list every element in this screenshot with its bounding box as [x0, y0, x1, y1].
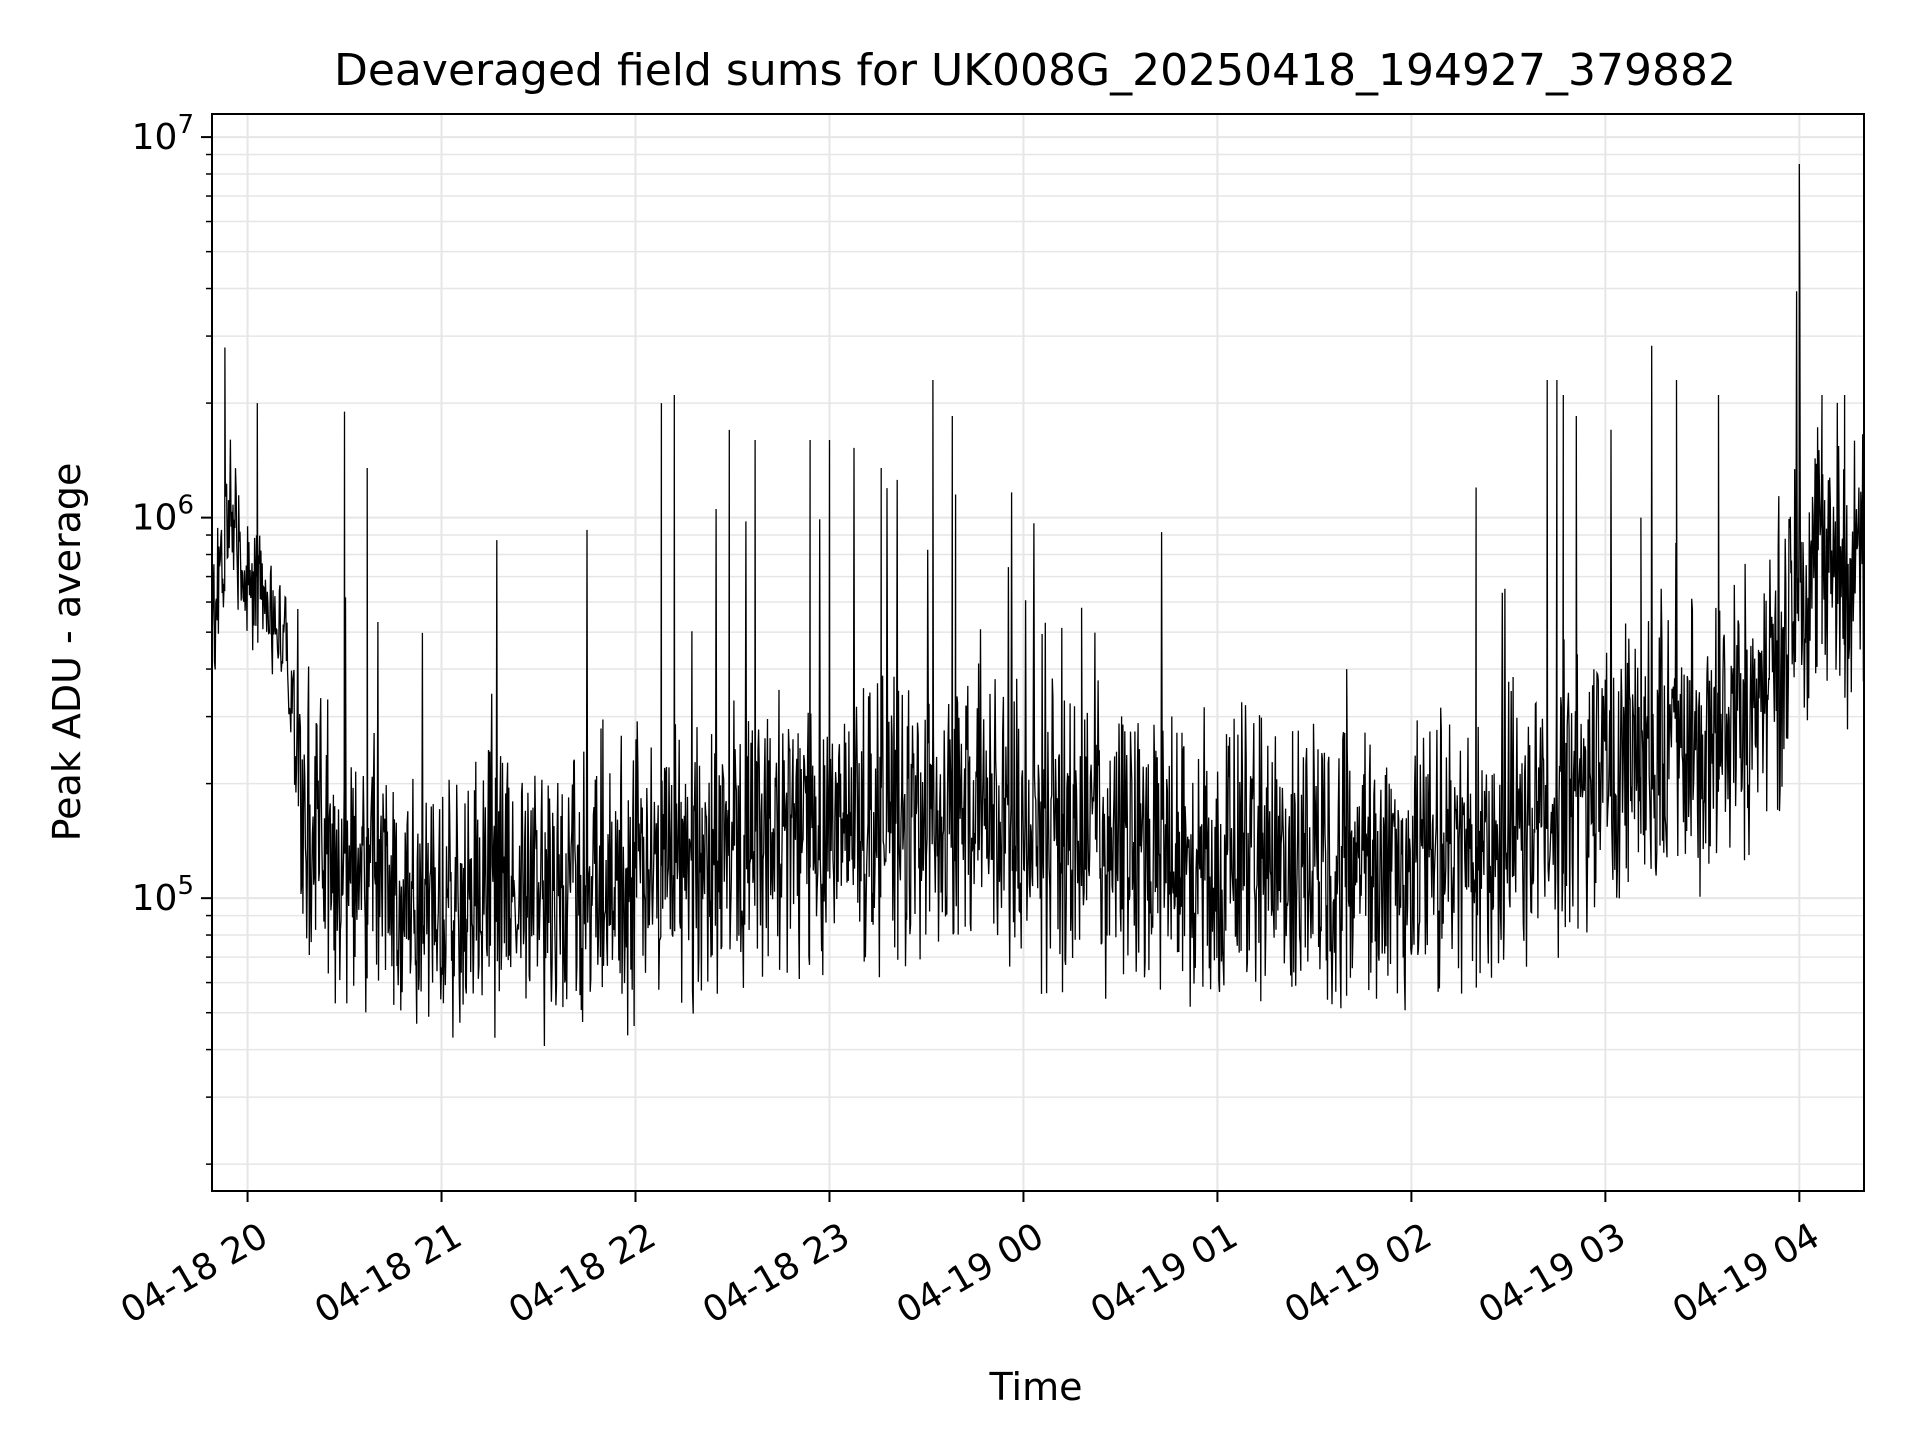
plot-frame: [211, 113, 1865, 1192]
x-axis-label: Time: [989, 1365, 1083, 1409]
minor-gridlines: [212, 153, 1864, 1165]
chart-title: Deaveraged field sums for UK008G_2025041…: [334, 45, 1736, 96]
plot-area: [211, 163, 1865, 1047]
y-axis-ticks: 105 106 107: [132, 110, 212, 1165]
y-tick-label: 107: [132, 110, 194, 158]
y-axis-label: Peak ADU - average: [45, 463, 89, 842]
y-tick-label: 105: [132, 871, 194, 919]
y-tick-label: 106: [132, 491, 194, 539]
series-line: [211, 163, 1865, 1047]
